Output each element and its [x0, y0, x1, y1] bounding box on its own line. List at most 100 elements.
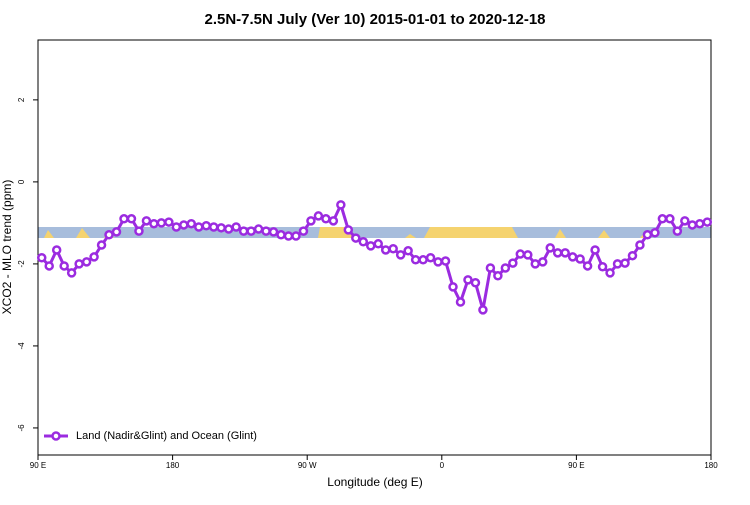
y-tick-label: 2	[17, 97, 26, 102]
legend-label: Land (Nadir&Glint) and Ocean (Glint)	[76, 430, 257, 442]
data-point	[672, 226, 683, 236]
data-point	[575, 254, 585, 264]
data-point	[440, 256, 451, 266]
data-point	[59, 261, 69, 271]
data-point	[695, 218, 705, 229]
data-point	[126, 214, 137, 224]
series-line	[40, 200, 708, 311]
data-point	[620, 258, 630, 268]
data-point	[657, 214, 668, 224]
data-point	[179, 220, 189, 230]
data-point	[455, 297, 466, 307]
data-point	[36, 253, 47, 263]
data-point	[515, 249, 526, 259]
data-point	[298, 226, 309, 236]
data-point	[51, 245, 62, 255]
y-tick-label: 0	[17, 179, 26, 184]
data-point	[186, 218, 197, 229]
data-point	[508, 258, 518, 268]
data-point	[171, 222, 182, 232]
data-point	[702, 217, 713, 227]
data-point	[485, 263, 496, 273]
y-axis-label: XCO2 - MLO trend (ppm)	[0, 180, 14, 315]
data-point	[321, 214, 331, 224]
data-point	[66, 268, 77, 278]
x-tick-label: 90 W	[298, 461, 317, 470]
plot-frame	[37, 39, 712, 456]
data-point	[336, 200, 346, 210]
data-point	[268, 227, 279, 237]
data-point	[253, 224, 264, 234]
data-point	[418, 255, 428, 265]
data-point	[403, 246, 413, 256]
data-point	[366, 241, 376, 251]
data-point	[44, 261, 54, 271]
data-point	[343, 225, 354, 235]
data-point	[104, 230, 114, 240]
data-point	[156, 218, 167, 228]
data-point	[567, 252, 578, 262]
data-point	[96, 240, 107, 250]
data-point	[523, 250, 533, 260]
x-tick-label: 180	[166, 461, 180, 470]
data-point	[351, 233, 361, 243]
data-point	[74, 259, 84, 269]
data-point	[194, 222, 204, 232]
data-point	[687, 220, 698, 230]
data-point	[448, 282, 458, 292]
data-point	[149, 218, 159, 229]
data-point	[478, 305, 488, 315]
data-point	[582, 261, 593, 271]
data-point	[380, 245, 391, 255]
data-point	[223, 224, 234, 234]
data-point	[141, 216, 152, 226]
data-point	[410, 255, 421, 265]
data-point	[238, 226, 249, 236]
data-point	[306, 216, 316, 226]
data-point	[89, 252, 99, 262]
data-point	[216, 223, 226, 233]
data-point	[590, 245, 600, 255]
data-point	[134, 226, 144, 236]
data-point	[328, 216, 339, 226]
data-point	[500, 263, 511, 273]
data-point	[164, 217, 174, 227]
chart-title: 2.5N-7.5N July (Ver 10) 2015-01-01 to 20…	[204, 11, 545, 28]
data-point	[470, 278, 481, 288]
data-point	[208, 222, 219, 232]
x-tick-label: 0	[440, 461, 445, 470]
data-point	[425, 253, 436, 263]
data-point	[545, 243, 555, 253]
data-point	[119, 214, 129, 224]
x-axis-label: Longitude (deg E)	[327, 475, 422, 489]
data-point	[680, 216, 690, 226]
data-point	[231, 222, 241, 232]
data-point	[493, 271, 503, 281]
data-point	[313, 211, 324, 221]
data-point	[463, 275, 473, 285]
data-point	[538, 257, 548, 267]
data-point	[111, 227, 122, 237]
data-point	[283, 231, 294, 241]
data-point	[560, 248, 570, 258]
data-point	[261, 226, 271, 236]
x-tick-label: 90 E	[568, 461, 584, 470]
data-point	[291, 231, 301, 241]
data-point	[605, 268, 615, 278]
data-point	[276, 230, 286, 240]
legend-marker	[51, 431, 61, 441]
data-point	[530, 259, 541, 269]
data-point	[627, 250, 638, 261]
x-tick-label: 180	[704, 461, 718, 470]
data-point	[201, 221, 211, 231]
data-point	[612, 259, 623, 269]
data-point	[395, 250, 406, 260]
x-tick-label: 90 E	[30, 461, 46, 470]
data-point	[552, 248, 563, 258]
y-tick-label: -2	[17, 260, 26, 268]
data-point	[650, 227, 660, 238]
data-point	[665, 214, 675, 224]
data-point	[597, 262, 608, 272]
data-point	[635, 240, 645, 250]
